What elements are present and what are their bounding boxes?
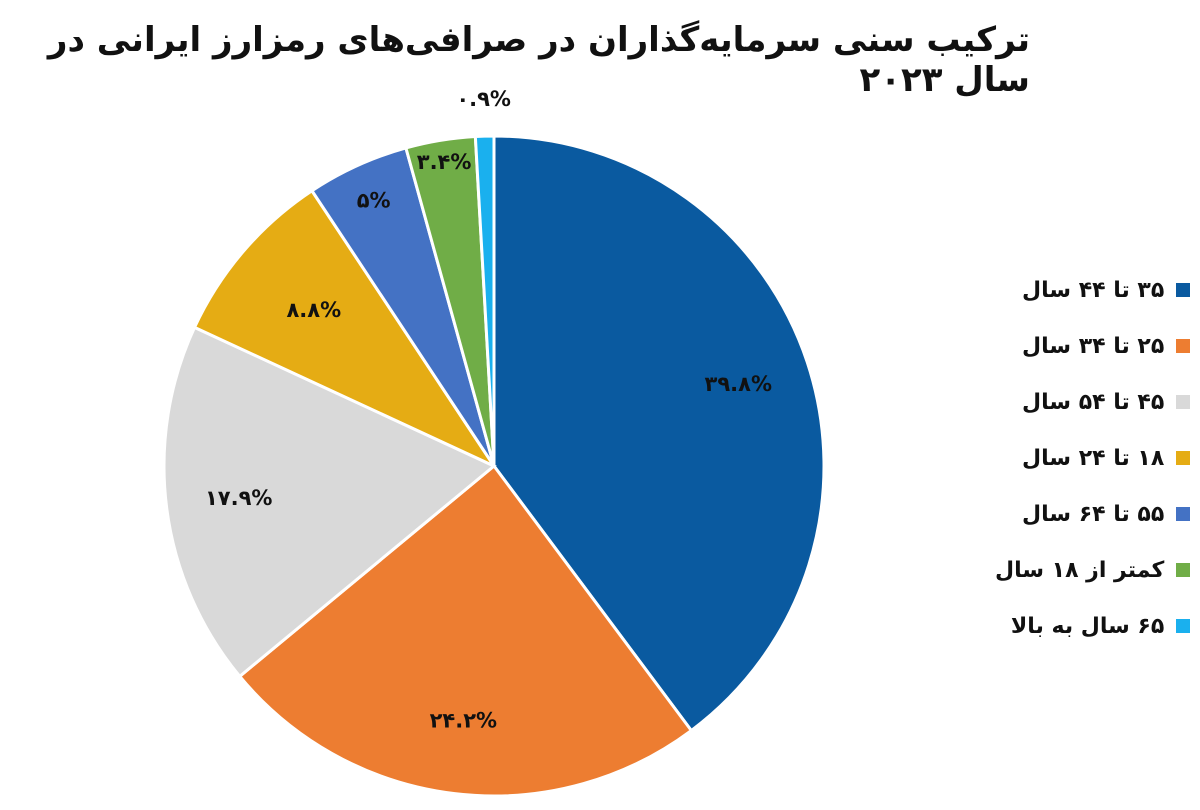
pie-value-labels: ۳۹.۸% ۲۴.۲% ۱۷.۹% ۸.۸% ۵% ۳.۴% ۰.۹% <box>205 87 772 733</box>
legend-swatch <box>1176 507 1191 521</box>
legend-item: کمتر از ۱۸ سال <box>995 542 1191 598</box>
legend-swatch <box>1176 339 1191 353</box>
legend-swatch <box>1176 563 1191 577</box>
legend-item: ۲۵ تا ۳۴ سال <box>995 318 1191 374</box>
legend-swatch <box>1176 283 1191 297</box>
legend-swatch <box>1176 451 1191 465</box>
slice-value-label: ۱۷.۹% <box>205 486 272 510</box>
legend-label: ۱۸ تا ۲۴ سال <box>1022 445 1165 471</box>
slice-value-label: ۸.۸% <box>286 298 341 322</box>
legend-label: کمتر از ۱۸ سال <box>995 557 1165 583</box>
chart-title: ترکیب سنی سرمایه‌گذاران در صرافی‌های رمز… <box>47 20 1030 100</box>
pie-slices <box>162 134 826 798</box>
slice-value-label: ۲۴.۲% <box>430 709 497 733</box>
pie-slice <box>473 134 496 467</box>
legend-swatch <box>1176 619 1191 633</box>
legend-item: ۵۵ تا ۶۴ سال <box>995 486 1191 542</box>
legend-item: ۱۸ تا ۲۴ سال <box>995 430 1191 486</box>
legend-label: ۴۵ تا ۵۴ سال <box>1022 389 1165 415</box>
pie-slice <box>237 463 694 798</box>
chart-legend: ۳۵ تا ۴۴ سال ۲۵ تا ۳۴ سال ۴۵ تا ۵۴ سال ۱۸ ت… <box>995 262 1191 654</box>
legend-label: ۶۵ سال به بالا <box>1010 613 1165 639</box>
legend-swatch <box>1176 395 1191 409</box>
legend-item: ۶۵ سال به بالا <box>995 598 1191 654</box>
pie-slice <box>192 188 499 470</box>
pie-slice <box>492 134 826 733</box>
legend-label: ۲۵ تا ۳۴ سال <box>1022 333 1165 359</box>
legend-label: ۵۵ تا ۶۴ سال <box>1022 501 1165 527</box>
pie-slice <box>162 325 497 679</box>
slice-value-label: ۳۹.۸% <box>705 372 772 396</box>
slice-value-label: ۰.۹% <box>456 87 511 111</box>
slice-value-label: ۵% <box>357 189 391 213</box>
legend-item: ۴۵ تا ۵۴ سال <box>995 374 1191 430</box>
legend-label: ۳۵ تا ۴۴ سال <box>1022 277 1165 303</box>
legend-item: ۳۵ تا ۴۴ سال <box>995 262 1191 318</box>
slice-value-label: ۳.۴% <box>417 150 472 174</box>
